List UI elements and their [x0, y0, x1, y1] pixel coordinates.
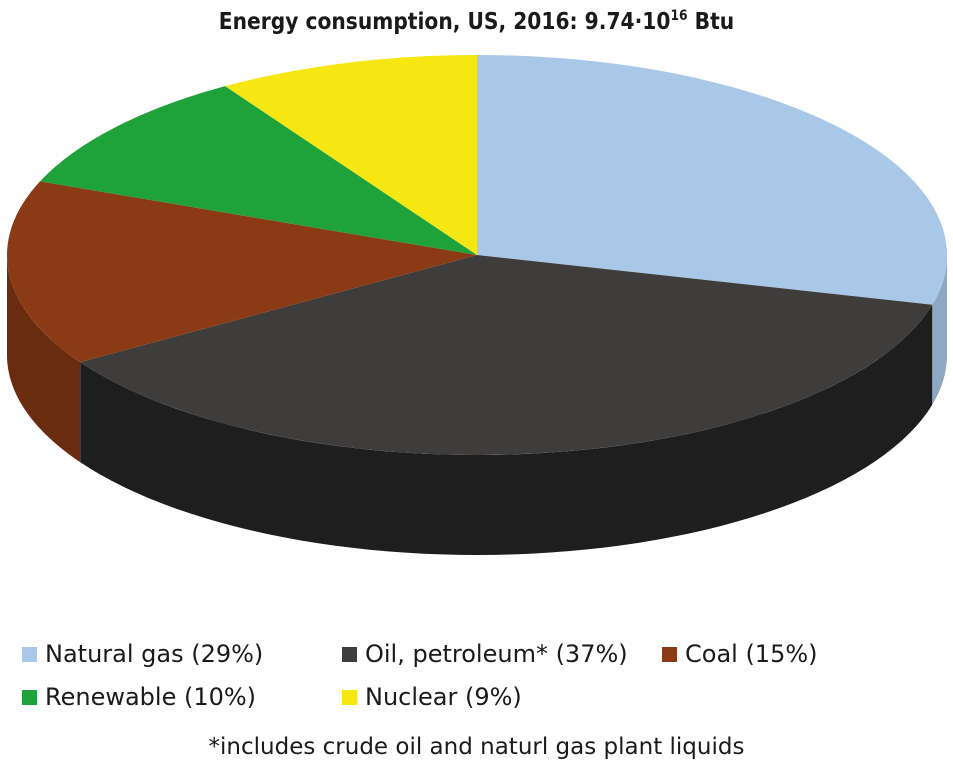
- pie-slice-renewable: [40, 86, 477, 255]
- legend-label-coal: Coal (15%): [685, 640, 818, 668]
- legend-label-renewable: Renewable (10%): [45, 683, 257, 711]
- chart-title-main: Energy consumption, US, 2016: 9.74·10: [218, 9, 671, 35]
- legend-swatch-nuclear: [342, 689, 357, 705]
- legend-swatch-oil: [342, 646, 357, 662]
- legend-item-oil: Oil, petroleum* (37%): [342, 639, 628, 669]
- pie-slice-oil-petroleum: [80, 255, 933, 455]
- chart-title: Energy consumption, US, 2016: 9.74·1016 …: [57, 8, 896, 35]
- footnote: *includes crude oil and naturl gas plant…: [208, 734, 745, 760]
- chart-title-exponent: 16: [670, 8, 688, 24]
- chart-title-unit: Btu: [687, 9, 735, 35]
- pie-side-coal: [7, 255, 81, 463]
- pie-slice-natural-gas: [477, 55, 947, 305]
- legend-label-natural-gas: Natural gas (29%): [45, 640, 264, 668]
- legend-swatch-natural-gas: [22, 646, 37, 662]
- legend-item-natural-gas: Natural gas (29%): [22, 639, 263, 669]
- legend-label-oil: Oil, petroleum* (37%): [365, 640, 628, 668]
- pie-slice-coal: [7, 181, 478, 363]
- legend-swatch-renewable: [22, 689, 37, 705]
- pie-side-oil-petroleum: [80, 304, 933, 555]
- pie-top-faces: [7, 54, 947, 455]
- pie-side-natural-gas: [932, 255, 947, 405]
- legend-item-renewable: Renewable (10%): [22, 682, 256, 712]
- legend-swatch-coal: [662, 646, 677, 662]
- legend-item-coal: Coal (15%): [662, 639, 818, 669]
- legend-item-nuclear: Nuclear (9%): [342, 682, 522, 712]
- pie-side-walls: [7, 255, 947, 555]
- legend-label-nuclear: Nuclear (9%): [365, 683, 522, 711]
- pie-slice-nuclear: [225, 54, 477, 255]
